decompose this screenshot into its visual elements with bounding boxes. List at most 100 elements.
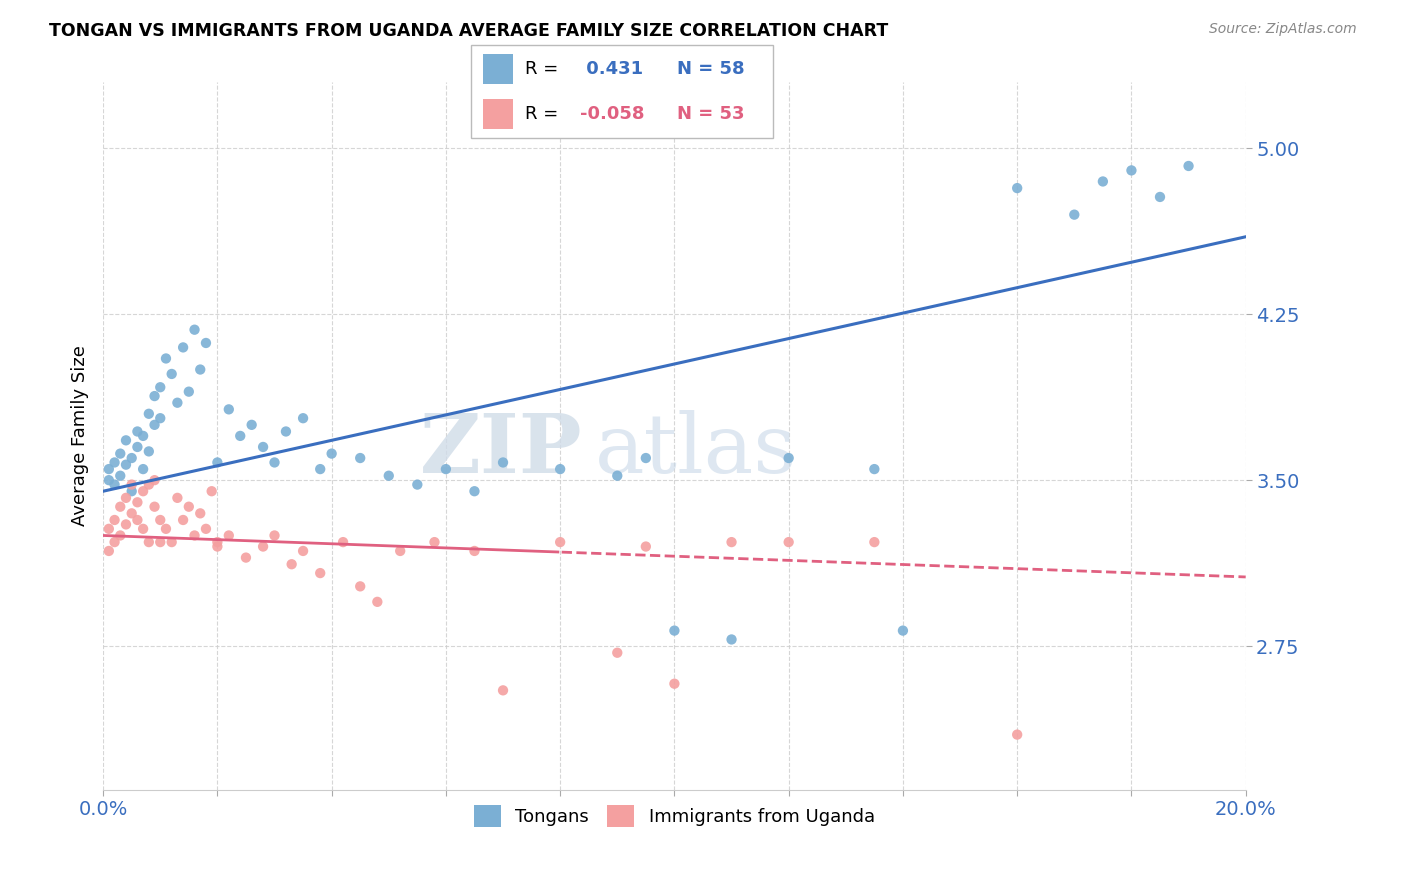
Point (121, 477, 143, 491)
Point (143, 417, 166, 432)
Point (177, 384, 200, 399)
Point (778, 535, 800, 549)
Text: R =: R = (526, 105, 558, 123)
Point (201, 484, 224, 499)
Point (1149, 190, 1171, 204)
Text: atlas: atlas (595, 410, 797, 490)
Point (127, 425, 149, 439)
Point (110, 447, 132, 461)
Legend: Tongans, Immigrants from Uganda: Tongans, Immigrants from Uganda (467, 797, 882, 834)
Point (138, 535, 160, 549)
Point (132, 462, 155, 476)
Text: -0.058: -0.058 (579, 105, 644, 123)
Point (97, 473, 120, 487)
Point (1005, 728, 1028, 742)
Point (378, 468, 401, 483)
Point (366, 595, 388, 609)
Point (463, 544, 485, 558)
Point (263, 455, 285, 469)
Point (115, 434, 138, 448)
Text: ZIP: ZIP (420, 410, 583, 490)
Point (143, 389, 166, 403)
Point (121, 450, 143, 465)
Point (188, 362, 211, 376)
Point (149, 513, 172, 527)
Point (183, 323, 205, 337)
Text: TONGAN VS IMMIGRANTS FROM UGANDA AVERAGE FAMILY SIZE CORRELATION CHART: TONGAN VS IMMIGRANTS FROM UGANDA AVERAGE… (49, 22, 889, 40)
Point (634, 450, 657, 465)
Point (321, 447, 343, 461)
Point (664, 624, 686, 638)
Y-axis label: Average Family Size: Average Family Size (72, 345, 89, 526)
Point (434, 462, 457, 476)
Point (103, 513, 125, 527)
Point (349, 450, 371, 465)
Point (423, 535, 446, 549)
Point (280, 558, 302, 572)
Point (1063, 208, 1085, 222)
Point (155, 351, 177, 366)
Point (188, 507, 211, 521)
Point (229, 429, 252, 443)
Point (406, 477, 429, 491)
Point (127, 513, 149, 527)
Point (218, 528, 240, 542)
Point (1121, 163, 1143, 178)
Point (149, 411, 172, 425)
Point (194, 336, 217, 351)
Point (891, 624, 914, 638)
Point (138, 407, 160, 421)
Point (389, 544, 412, 558)
Point (309, 566, 332, 580)
Text: N = 58: N = 58 (676, 60, 744, 78)
Point (778, 450, 800, 465)
Point (1177, 159, 1199, 173)
Point (235, 550, 257, 565)
Point (115, 491, 138, 505)
Point (115, 458, 138, 472)
Point (97, 462, 120, 476)
Point (548, 462, 571, 476)
Point (548, 535, 571, 549)
Point (207, 535, 229, 549)
Point (274, 425, 297, 439)
Point (132, 484, 155, 499)
Point (160, 535, 183, 549)
Point (463, 484, 485, 499)
Point (664, 676, 686, 690)
Point (252, 540, 274, 554)
Point (138, 444, 160, 458)
Point (103, 535, 125, 549)
Bar (484, 99, 513, 129)
Point (121, 507, 143, 521)
Point (110, 500, 132, 514)
Point (263, 528, 285, 542)
Point (349, 579, 371, 593)
Point (720, 632, 742, 647)
Point (121, 484, 143, 499)
Point (309, 462, 332, 476)
Point (97, 544, 120, 558)
Point (177, 500, 200, 514)
Point (172, 513, 194, 527)
Point (863, 462, 886, 476)
Point (194, 522, 217, 536)
Point (115, 517, 138, 532)
Point (143, 473, 166, 487)
Point (606, 468, 628, 483)
Point (149, 380, 172, 394)
Point (240, 417, 263, 432)
Point (103, 477, 125, 491)
Point (720, 535, 742, 549)
Point (292, 411, 315, 425)
Point (183, 528, 205, 542)
Point (1005, 181, 1028, 195)
Text: 0.431: 0.431 (579, 60, 643, 78)
Point (1091, 174, 1114, 188)
Bar (484, 54, 513, 84)
Point (127, 440, 149, 454)
Point (160, 367, 183, 381)
Point (166, 395, 188, 409)
Text: R =: R = (526, 60, 558, 78)
Point (172, 340, 194, 354)
